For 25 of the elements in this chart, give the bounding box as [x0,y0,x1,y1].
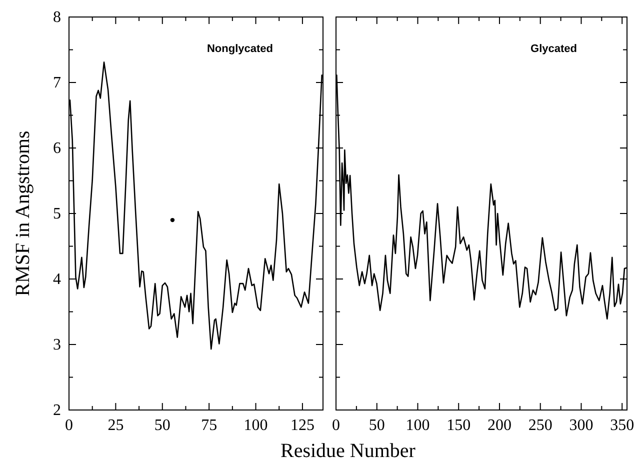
x-tick-label: 100 [406,417,430,434]
annotation: Nonglycated [206,43,273,55]
x-tick-label: 350 [610,417,634,434]
y-tick-label: 7 [53,74,61,92]
x-tick-label: 125 [290,417,314,434]
x-axis-title: Residue Number [280,440,416,462]
x-tick-label: 75 [201,417,218,434]
x-tick-label: 100 [244,417,268,434]
y-tick-label: 4 [53,271,61,288]
x-tick-label: 25 [108,417,124,434]
y-tick-label: 8 [53,9,61,26]
x-tick-label: 50 [154,417,170,434]
annotation: Glycated [530,43,577,55]
x-tick-label: 300 [569,417,594,434]
y-tick-label: 2 [53,402,61,419]
y-axis-title: RMSF in Angstroms [12,130,34,296]
x-tick-label: 150 [446,417,471,434]
y-tick-label: 6 [53,140,61,157]
y-tick-label: 5 [53,206,61,222]
x-tick-label: 250 [528,417,552,434]
x-tick-label: 50 [368,417,385,434]
x-tick-label: 0 [332,417,340,434]
x-tick-label: 200 [487,417,512,434]
x-tick-label: 0 [65,417,73,434]
y-tick-label: 3 [53,336,61,354]
